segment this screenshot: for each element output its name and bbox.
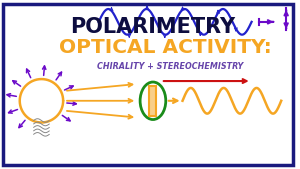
Text: OPTICAL ACTIVITY:: OPTICAL ACTIVITY: xyxy=(59,38,272,57)
Text: CHIRALITY + STEREOCHEMISTRY: CHIRALITY + STEREOCHEMISTRY xyxy=(97,62,243,71)
Bar xyxy=(149,86,156,116)
Text: POLARIMETRY: POLARIMETRY xyxy=(70,17,236,37)
